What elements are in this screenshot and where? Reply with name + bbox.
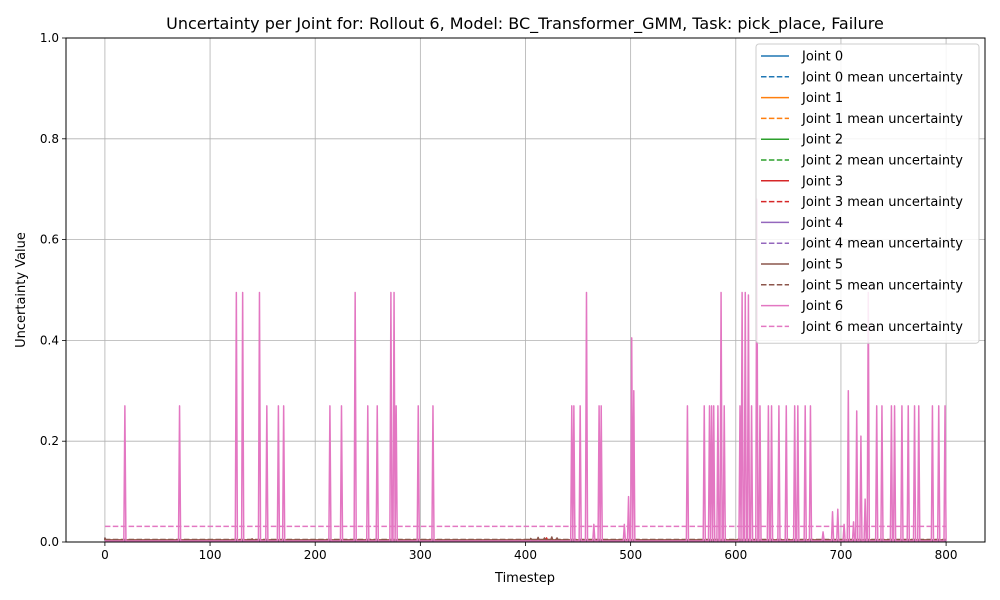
legend-entry: Joint 1 <box>801 91 843 106</box>
x-tick-label: 300 <box>409 548 432 562</box>
legend-entry: Joint 2 <box>801 133 843 148</box>
y-tick-label: 0.8 <box>40 132 59 146</box>
series-line-12 <box>104 198 947 542</box>
y-tick-label: 0.4 <box>40 333 59 347</box>
y-ticks: 0.0 0.2 0.4 0.6 0.8 1.0 <box>40 31 66 549</box>
x-tick-label: 800 <box>935 548 958 562</box>
y-tick-label: 0.0 <box>40 535 59 549</box>
x-tick-label: 500 <box>619 548 642 562</box>
y-tick-label: 0.2 <box>40 434 59 448</box>
legend-entry: Joint 5 mean uncertainty <box>801 278 963 293</box>
legend-entry: Joint 1 mean uncertainty <box>801 112 963 127</box>
legend-entry: Joint 4 <box>801 216 843 231</box>
y-axis-label: Uncertainty Value <box>14 232 29 348</box>
plot-lines <box>104 198 947 542</box>
x-tick-label: 700 <box>829 548 852 562</box>
legend-entry: Joint 3 <box>801 174 843 189</box>
x-tick-label: 0 <box>101 548 109 562</box>
x-tick-label: 600 <box>724 548 747 562</box>
legend-entry: Joint 5 <box>801 258 843 273</box>
x-tick-label: 200 <box>304 548 327 562</box>
legend: Joint 0 Joint 0 mean uncertainty Joint 1 Jo… <box>755 43 980 344</box>
x-ticks: 0 100 200 300 400 500 600 700 800 <box>101 542 958 562</box>
legend-entry: Joint 0 <box>801 50 843 65</box>
legend-entry: Joint 0 mean uncertainty <box>801 70 963 85</box>
chart-title: Uncertainty per Joint for: Rollout 6, Mo… <box>166 14 884 34</box>
legend-entry: Joint 2 mean uncertainty <box>801 154 963 169</box>
legend-box <box>755 43 980 344</box>
legend-entry: Joint 6 <box>801 299 843 314</box>
legend-entry: Joint 4 mean uncertainty <box>801 237 963 252</box>
legend-entry: Joint 3 mean uncertainty <box>801 195 963 210</box>
x-tick-label: 400 <box>514 548 537 562</box>
y-tick-label: 0.6 <box>40 233 59 247</box>
y-tick-label: 1.0 <box>40 31 59 45</box>
x-tick-label: 100 <box>199 548 222 562</box>
legend-entry: Joint 6 mean uncertainty <box>801 320 963 335</box>
x-axis-label: Timestep <box>494 571 555 586</box>
